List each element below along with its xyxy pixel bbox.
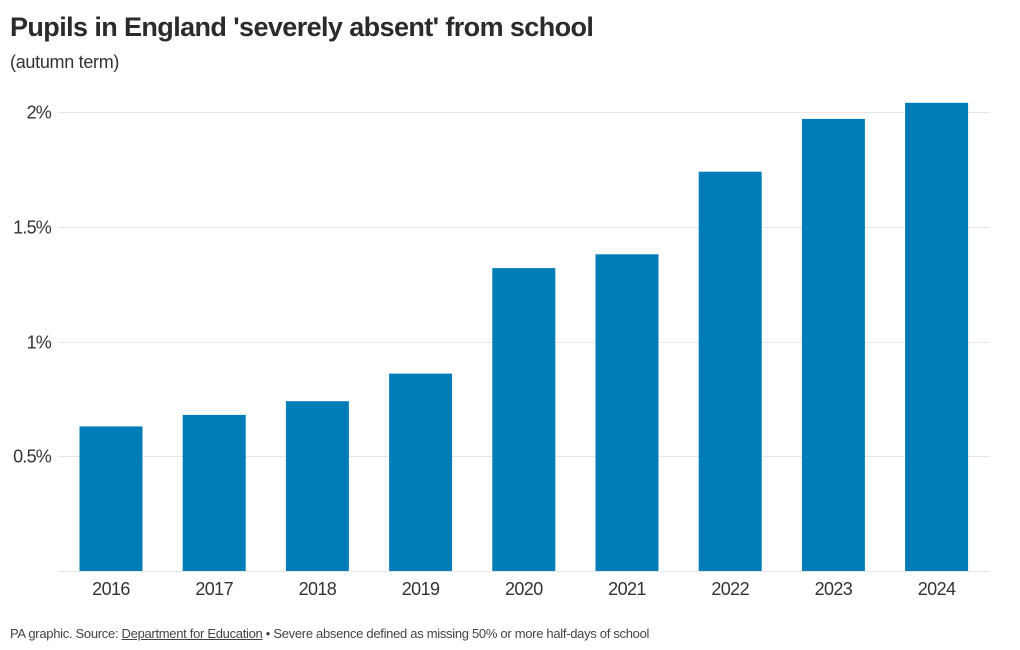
footer-prefix: PA graphic. Source: — [10, 626, 122, 641]
x-tick-label: 2023 — [815, 579, 853, 599]
bar-2016 — [79, 426, 143, 571]
x-tick-label: 2020 — [505, 579, 543, 599]
bar-2017 — [182, 414, 246, 571]
x-tick-label: 2021 — [608, 579, 646, 599]
x-tick-label: 2017 — [195, 579, 233, 599]
x-axis-ticks: 2016 2017 2018 2019 2020 2021 2022 2023 2024 — [92, 579, 956, 599]
bar-2024 — [905, 102, 969, 572]
x-tick-label: 2024 — [918, 579, 956, 599]
chart-subtitle: (autumn term) — [10, 52, 120, 72]
x-tick-label: 2018 — [299, 579, 337, 599]
x-tick-label: 2016 — [92, 579, 130, 599]
bar-2018 — [285, 401, 349, 571]
bars — [79, 102, 969, 572]
footer-note: • Severe absence defined as missing 50% … — [262, 626, 650, 641]
bar-2020 — [492, 268, 556, 571]
chart-title: Pupils in England 'severely absent' from… — [10, 12, 594, 42]
bar-2021 — [595, 254, 659, 572]
y-axis-ticks: 0.5% 1% 1.5% 2% — [13, 103, 52, 467]
bar-chart: 0.5% 1% 1.5% 2% 2016 2017 2018 2019 2020 2021 202… — [13, 102, 990, 599]
source-link[interactable]: Department for Education — [121, 626, 263, 641]
y-tick-label: 2% — [27, 103, 52, 123]
y-tick-label: 1% — [27, 333, 52, 353]
bar-2019 — [389, 373, 453, 571]
x-tick-label: 2022 — [711, 579, 749, 599]
y-tick-label: 1.5% — [13, 218, 52, 238]
bar-2023 — [801, 118, 865, 572]
x-tick-label: 2019 — [402, 579, 440, 599]
bar-2022 — [698, 171, 762, 571]
y-tick-label: 0.5% — [13, 447, 52, 467]
footer-credit: PA graphic. Source: Department for Educa… — [10, 626, 649, 641]
